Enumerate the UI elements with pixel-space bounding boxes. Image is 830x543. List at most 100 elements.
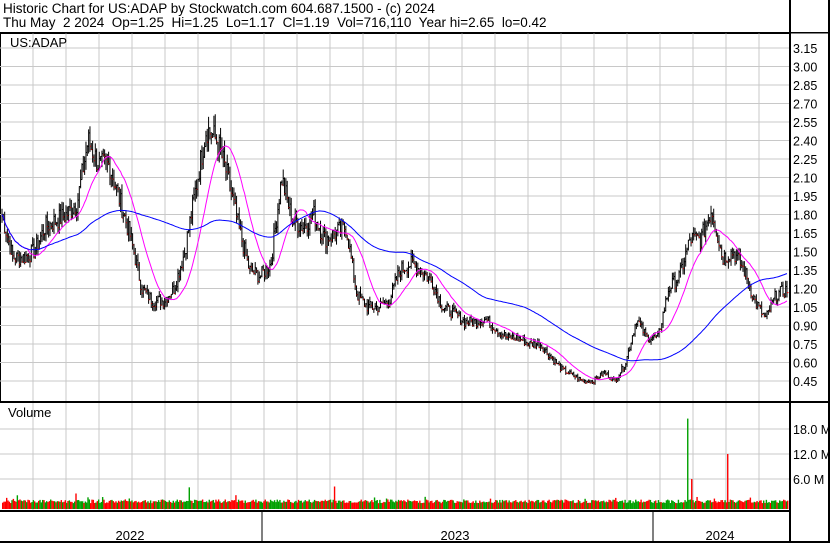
volume-bar — [49, 499, 52, 509]
volume-bar — [731, 500, 733, 509]
volume-bar — [495, 500, 497, 509]
volume-bar — [681, 502, 684, 509]
volume-bar — [484, 502, 486, 509]
volume-bar — [424, 496, 426, 509]
volume-bar — [255, 499, 257, 509]
volume-bar — [747, 500, 749, 509]
volume-bar — [595, 500, 597, 509]
volume-bar — [627, 502, 629, 509]
volume-bar — [609, 500, 612, 509]
volume-bar — [223, 501, 225, 509]
volume-bar — [389, 499, 392, 509]
volume-bar — [761, 503, 764, 509]
volume-bar — [296, 502, 298, 509]
volume-bar — [691, 479, 693, 509]
volume-bar — [491, 502, 493, 509]
volume-bar — [335, 500, 337, 509]
volume-bar — [105, 502, 108, 509]
price-tick-label: 1.20 — [793, 283, 817, 297]
volume-bar — [433, 502, 436, 509]
volume-bar — [497, 502, 500, 509]
volume-bar — [377, 503, 380, 509]
volume-bar — [124, 499, 127, 509]
volume-bar — [193, 499, 196, 509]
volume-bar — [644, 501, 646, 509]
volume-bar — [379, 499, 381, 509]
volume-bar — [777, 502, 780, 509]
volume-bar — [496, 500, 498, 509]
volume-bar — [92, 499, 95, 509]
volume-bar — [152, 501, 155, 509]
volume-bar — [431, 500, 433, 509]
volume-bar — [131, 500, 133, 509]
volume-bar — [61, 502, 64, 509]
year-tick-label: 2024 — [706, 528, 735, 543]
volume-bar — [179, 500, 181, 509]
volume-bar — [687, 418, 689, 509]
volume-bar — [584, 498, 586, 509]
volume-bar — [667, 499, 669, 509]
volume-bar — [161, 499, 164, 509]
volume-bar — [436, 499, 438, 509]
volume-bar — [59, 501, 61, 509]
volume-bar — [307, 501, 309, 509]
volume-bar — [721, 500, 724, 509]
volume-bar — [692, 500, 694, 509]
volume-bar — [749, 497, 752, 509]
volume-bar — [112, 501, 115, 509]
volume-bar — [215, 499, 217, 509]
volume-bar — [320, 500, 322, 509]
volume-bar — [428, 502, 430, 509]
volume-bar — [693, 502, 696, 509]
volume-bar — [536, 499, 538, 509]
volume-bar — [499, 499, 501, 509]
volume-bar — [449, 499, 452, 509]
volume-bar — [755, 502, 757, 509]
volume-bar — [427, 500, 429, 509]
volume-bar — [579, 501, 581, 509]
volume-bar — [169, 501, 172, 509]
volume-bar — [144, 500, 147, 509]
volume-bar — [409, 501, 412, 509]
volume-bar — [344, 502, 346, 509]
volume-bar — [304, 500, 306, 509]
volume-bar — [189, 500, 192, 509]
volume-bar — [164, 500, 166, 509]
volume-bar — [416, 500, 418, 509]
volume-bar — [551, 502, 553, 509]
volume-bar — [327, 500, 329, 509]
panel-divider — [0, 401, 830, 403]
volume-bar — [347, 502, 349, 509]
volume-bar — [69, 501, 72, 509]
volume-bar — [744, 500, 746, 509]
volume-bar — [429, 501, 432, 509]
volume-bar — [673, 502, 676, 509]
volume-bar — [287, 499, 289, 509]
volume-bar — [55, 502, 57, 509]
volume-bar — [616, 501, 618, 509]
volume-bar — [785, 501, 788, 509]
volume-bar — [181, 502, 184, 509]
volume-bar — [241, 500, 244, 509]
price-tick-label: 2.25 — [793, 153, 817, 167]
volume-bar — [132, 502, 135, 509]
volume-bar — [403, 500, 405, 509]
volume-bar — [228, 501, 230, 509]
volume-bar — [563, 502, 565, 509]
volume-bar — [583, 501, 585, 509]
volume-bar — [631, 503, 633, 509]
volume-bar — [288, 499, 290, 509]
volume-bar — [231, 500, 233, 509]
volume-bar — [4, 501, 7, 509]
volume-bar — [620, 501, 622, 509]
volume-bar — [404, 501, 406, 509]
volume-bar — [21, 501, 24, 509]
volume-bar — [395, 500, 397, 509]
price-tick-label: 2.70 — [793, 98, 817, 112]
volume-bar — [325, 501, 328, 509]
volume-bar — [739, 500, 741, 509]
volume-bar — [349, 500, 352, 509]
volume-bar — [487, 502, 489, 509]
volume-bar — [143, 500, 145, 509]
volume-bar — [405, 502, 408, 509]
